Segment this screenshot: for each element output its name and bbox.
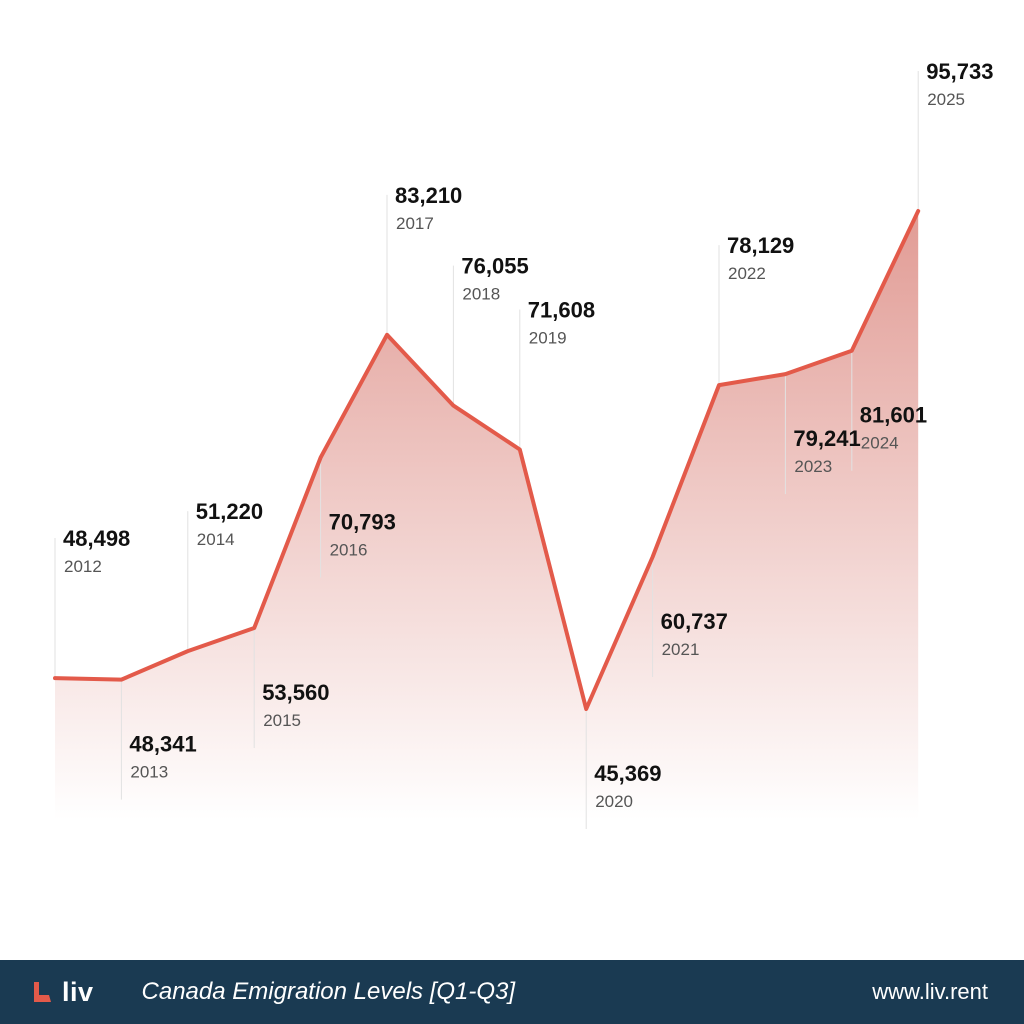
value-label-2025: 95,733	[926, 59, 993, 84]
value-label-2015: 53,560	[262, 680, 329, 705]
year-label-2014: 2014	[197, 530, 235, 549]
series-line	[53, 209, 921, 711]
value-label-2022: 78,129	[727, 233, 794, 258]
year-label-2017: 2017	[396, 214, 434, 233]
year-label-2025: 2025	[927, 90, 965, 109]
value-label-2019: 71,608	[528, 298, 595, 323]
year-label-2019: 2019	[529, 329, 567, 348]
emigration-area-chart: 48,498 2012 48,341 2013 51,220 2014 53,560 2015…	[53, 59, 993, 829]
label-guides	[54, 71, 919, 829]
value-label-2018: 76,055	[461, 254, 528, 279]
year-label-2022: 2022	[728, 264, 766, 283]
value-label-2023: 79,241	[793, 426, 860, 451]
year-label-2015: 2015	[263, 711, 301, 730]
year-label-2020: 2020	[595, 792, 633, 811]
liv-logo-icon	[34, 982, 51, 1002]
year-label-2012: 2012	[64, 557, 102, 576]
chart-title: Canada Emigration Levels [Q1-Q3]	[141, 978, 516, 1005]
year-label-2024: 2024	[861, 434, 899, 453]
year-label-2018: 2018	[462, 285, 500, 304]
data-labels: 48,498 2012 48,341 2013 51,220 2014 53,560 2015…	[63, 59, 993, 811]
area-fill	[55, 211, 919, 820]
value-label-2024: 81,601	[860, 403, 927, 428]
website-link[interactable]: www.liv.rent	[872, 979, 988, 1004]
value-label-2021: 60,737	[661, 609, 728, 634]
value-label-2016: 70,793	[329, 510, 396, 535]
value-label-2017: 83,210	[395, 183, 462, 208]
year-label-2023: 2023	[794, 457, 832, 476]
value-label-2013: 48,341	[129, 732, 196, 757]
value-label-2012: 48,498	[63, 526, 130, 551]
logo-text: liv	[62, 976, 94, 1007]
year-label-2013: 2013	[130, 763, 168, 782]
year-label-2016: 2016	[330, 541, 368, 560]
value-label-2020: 45,369	[594, 761, 661, 786]
footer-bar: liv Canada Emigration Levels [Q1-Q3] www…	[0, 960, 1024, 1024]
value-label-2014: 51,220	[196, 499, 263, 524]
brand-logo[interactable]: liv	[30, 977, 94, 1008]
year-label-2021: 2021	[662, 640, 700, 659]
